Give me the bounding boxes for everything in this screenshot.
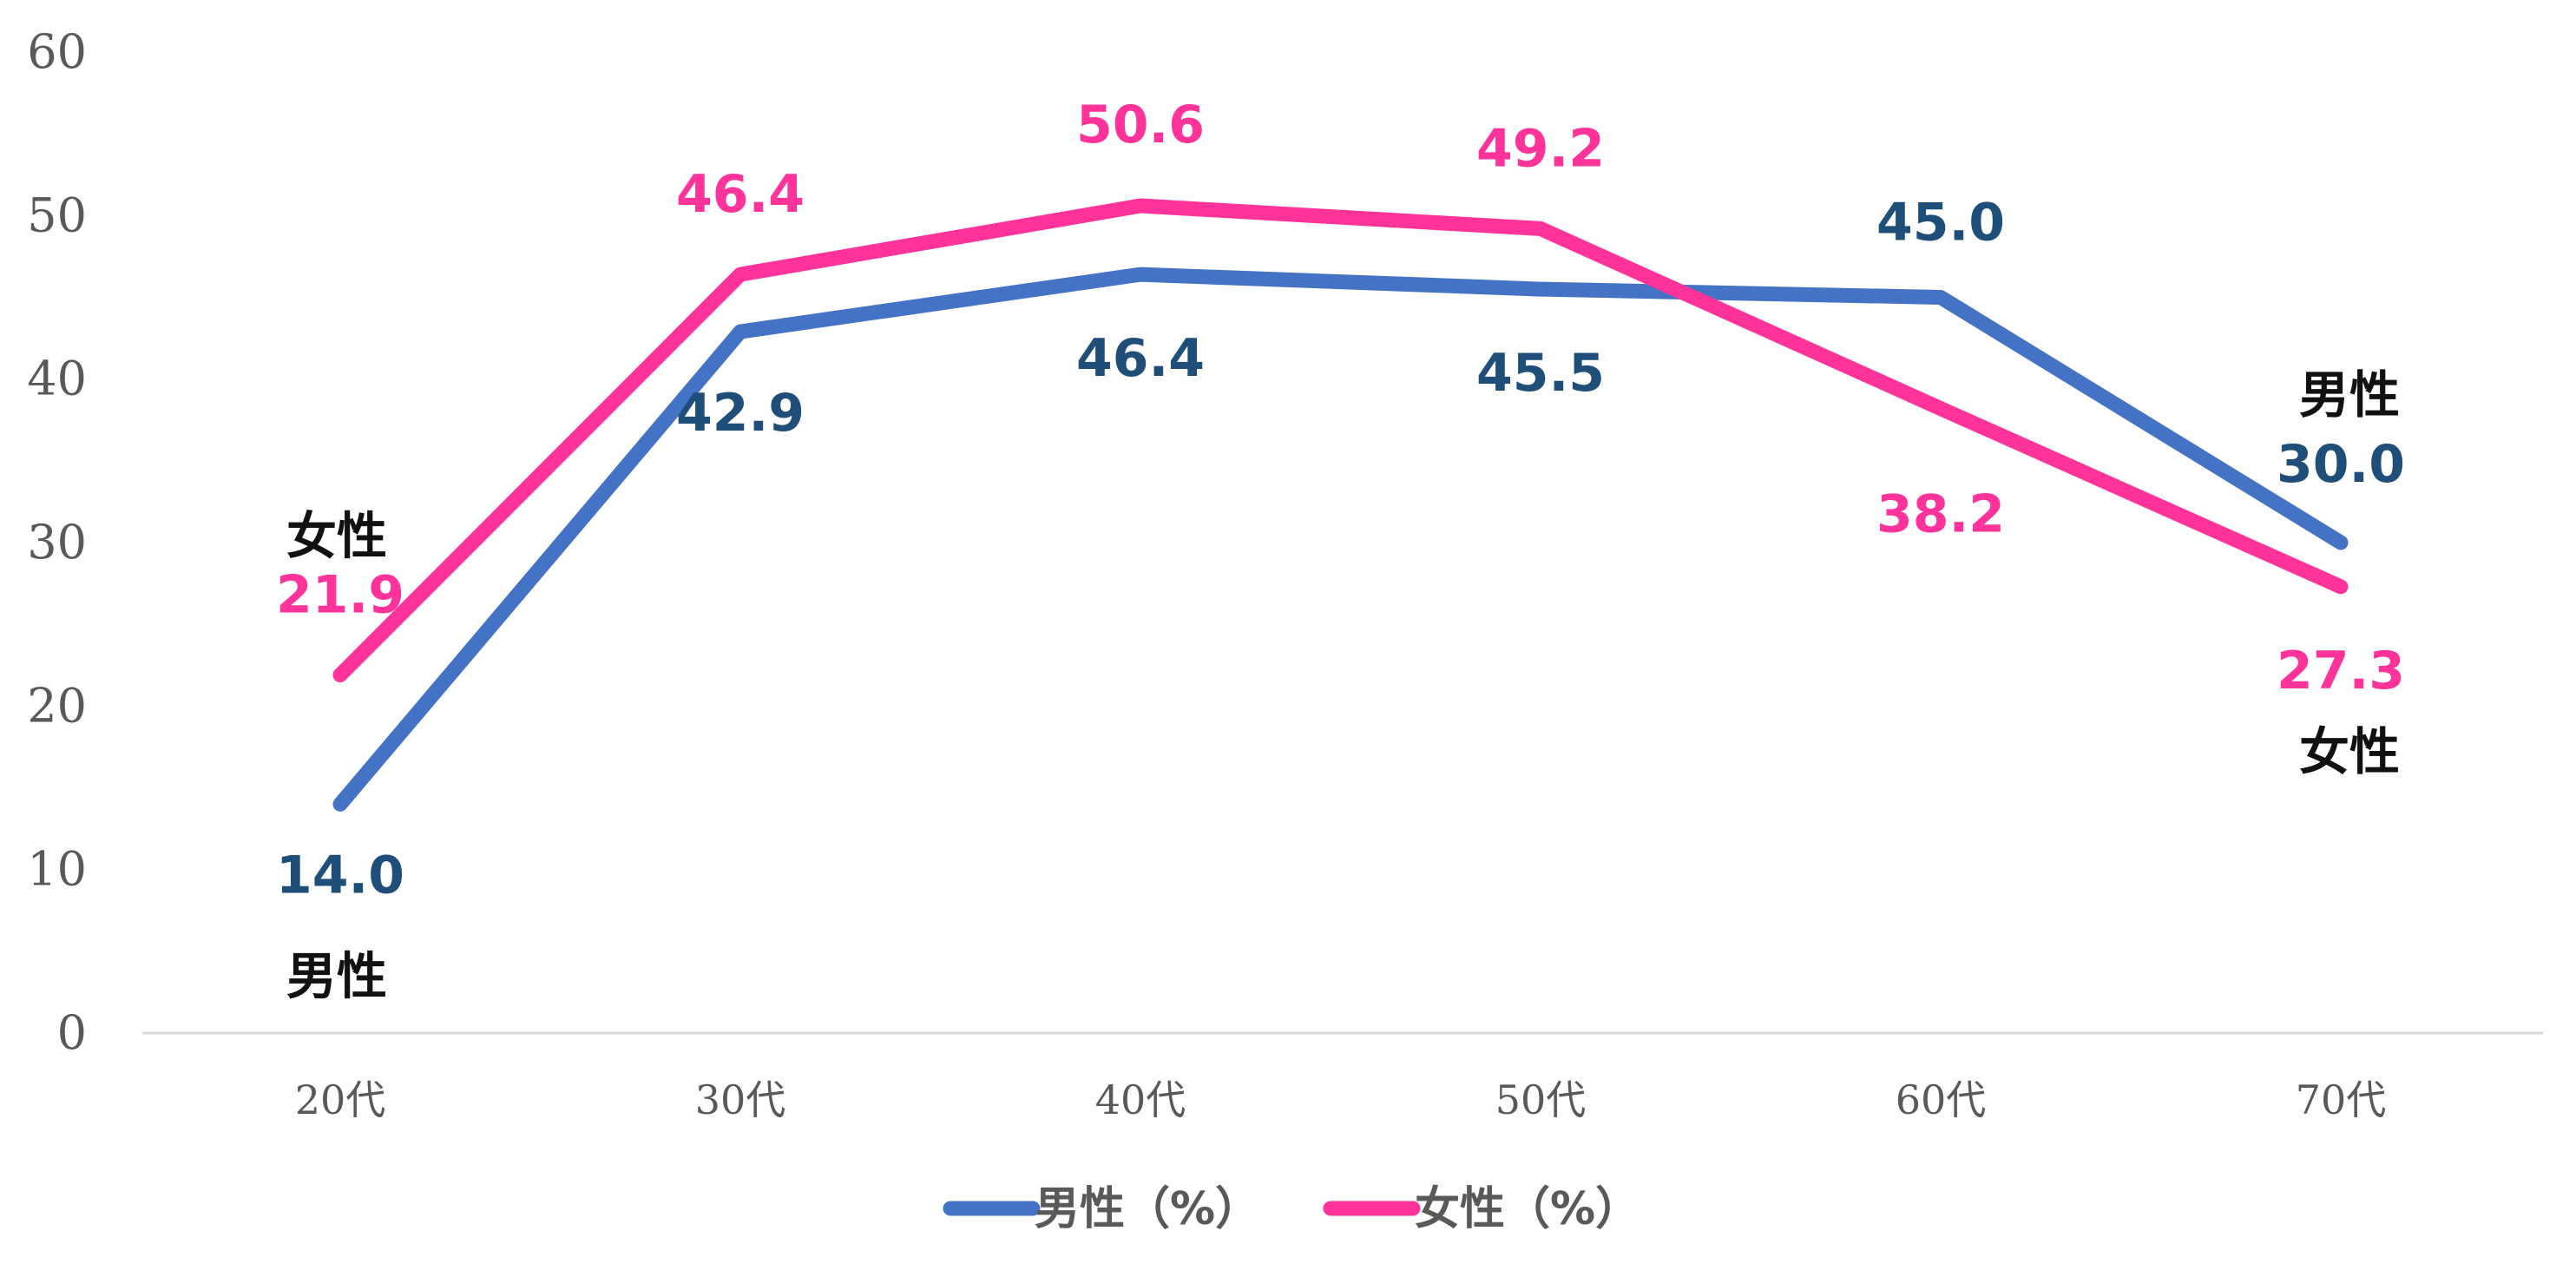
data-label: 14.0 [276, 845, 404, 905]
y-tick-label: 0 [57, 1005, 87, 1060]
series-line-male [332, 267, 2349, 812]
legend: 男性（%） 女性（%） [943, 1183, 1640, 1235]
series-lines [332, 198, 2349, 812]
data-label: 49.2 [1476, 118, 1605, 179]
series-tag: 女性 [286, 507, 387, 566]
data-label: 38.2 [1876, 484, 2005, 545]
y-tick-label: 10 [27, 842, 87, 897]
legend-label: 男性（%） [1035, 1183, 1260, 1235]
legend-label: 女性（%） [1415, 1183, 1640, 1235]
x-tick-label: 40代 [1095, 1076, 1186, 1123]
y-tick-label: 40 [27, 352, 87, 406]
y-tick-label: 20 [27, 678, 87, 733]
data-label: 27.3 [2277, 641, 2405, 701]
data-label: 46.4 [1076, 328, 1205, 389]
data-labels: 14.0 42.9 46.4 45.5 45.0 30.0 21.9 46.4 50.6 49.2… [276, 95, 2405, 905]
data-label: 21.9 [276, 565, 404, 626]
data-label: 45.5 [1476, 343, 1605, 404]
x-tick-label: 70代 [2296, 1076, 2387, 1123]
series-tag: 男性 [286, 946, 387, 1005]
x-tick-label: 50代 [1495, 1076, 1587, 1123]
x-tick-label: 30代 [695, 1076, 786, 1123]
data-label: 45.0 [1876, 193, 2005, 253]
x-axis-ticks: 20代 30代 40代 50代 60代 70代 [295, 1076, 2387, 1123]
series-line-female [332, 198, 2349, 683]
y-tick-label: 60 [27, 24, 87, 79]
x-tick-label: 20代 [295, 1076, 386, 1123]
y-tick-label: 50 [27, 188, 87, 242]
y-axis-ticks: 0 10 20 30 40 50 60 [27, 24, 87, 1060]
series-tag: 女性 [2299, 722, 2400, 781]
x-tick-label: 60代 [1896, 1076, 1987, 1123]
data-label: 50.6 [1076, 95, 1205, 155]
data-label: 42.9 [676, 383, 805, 444]
y-tick-label: 30 [27, 515, 87, 569]
series-tag: 男性 [2299, 365, 2400, 425]
data-label: 46.4 [676, 164, 805, 225]
data-label: 30.0 [2277, 434, 2405, 495]
